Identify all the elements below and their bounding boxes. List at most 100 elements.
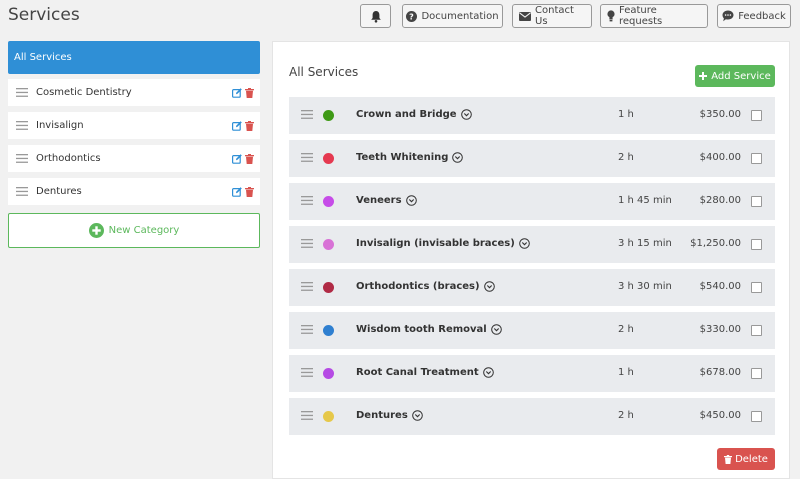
- category-item[interactable]: Cosmetic Dentistry: [8, 79, 260, 106]
- drag-handle-icon[interactable]: [16, 88, 28, 97]
- service-row[interactable]: Invisalign (invisable braces) 3 h 15 min $…: [289, 226, 775, 263]
- service-checkbox[interactable]: [751, 368, 762, 379]
- new-category-button[interactable]: New Category: [8, 213, 260, 248]
- notifications-button[interactable]: [360, 4, 391, 28]
- add-service-label: Add Service: [711, 70, 771, 82]
- delete-button[interactable]: Delete: [717, 448, 775, 470]
- trash-icon[interactable]: [245, 120, 254, 131]
- edit-icon[interactable]: [232, 120, 242, 131]
- documentation-label: Documentation: [421, 10, 499, 22]
- service-row[interactable]: Root Canal Treatment 1 h $678.00: [289, 355, 775, 392]
- question-circle-icon: ?: [406, 10, 418, 22]
- service-name[interactable]: Teeth Whitening: [356, 152, 464, 163]
- service-name[interactable]: Wisdom tooth Removal: [356, 324, 502, 335]
- contact-us-button[interactable]: Contact Us: [512, 4, 592, 28]
- service-price: $280.00: [699, 195, 741, 206]
- service-checkbox[interactable]: [751, 110, 762, 121]
- service-checkbox[interactable]: [751, 282, 762, 293]
- trash-icon[interactable]: [245, 153, 254, 164]
- service-row[interactable]: Orthodontics (braces) 3 h 30 min $540.00: [289, 269, 775, 306]
- service-price: $1,250.00: [690, 238, 741, 249]
- service-name-label: Veneers: [356, 195, 402, 206]
- edit-icon[interactable]: [232, 87, 242, 98]
- edit-icon[interactable]: [232, 153, 242, 164]
- category-item[interactable]: Dentures: [8, 178, 260, 205]
- drag-handle-icon[interactable]: [16, 187, 28, 196]
- drag-handle-icon[interactable]: [301, 368, 313, 377]
- drag-handle-icon[interactable]: [301, 153, 313, 162]
- service-row[interactable]: Teeth Whitening 2 h $400.00: [289, 140, 775, 177]
- add-service-button[interactable]: Add Service: [695, 65, 775, 87]
- category-label: Cosmetic Dentistry: [36, 87, 132, 98]
- service-checkbox[interactable]: [751, 239, 762, 250]
- service-duration: 2 h: [618, 324, 634, 335]
- drag-handle-icon[interactable]: [301, 196, 313, 205]
- service-row[interactable]: Veneers 1 h 45 min $280.00: [289, 183, 775, 220]
- service-name-label: Wisdom tooth Removal: [356, 324, 487, 335]
- chevron-down-circle-icon[interactable]: [490, 324, 502, 335]
- drag-handle-icon[interactable]: [301, 325, 313, 334]
- category-label: Dentures: [36, 186, 82, 197]
- comment-icon: [722, 10, 734, 22]
- category-list: Cosmetic Dentistry Invisalign Orthodontics…: [8, 79, 260, 205]
- service-color-dot: [323, 411, 334, 422]
- service-name-label: Teeth Whitening: [356, 152, 449, 163]
- service-name[interactable]: Veneers: [356, 195, 417, 206]
- service-checkbox[interactable]: [751, 153, 762, 164]
- documentation-button[interactable]: ? Documentation: [402, 4, 503, 28]
- service-row[interactable]: Wisdom tooth Removal 2 h $330.00: [289, 312, 775, 349]
- services-panel-title: All Services: [289, 65, 359, 79]
- category-all-label: All Services: [14, 52, 72, 63]
- chevron-down-circle-icon[interactable]: [482, 367, 494, 378]
- category-item[interactable]: Invisalign: [8, 112, 260, 139]
- service-name[interactable]: Root Canal Treatment: [356, 367, 494, 378]
- drag-handle-icon[interactable]: [16, 154, 28, 163]
- service-name[interactable]: Invisalign (invisable braces): [356, 238, 530, 249]
- drag-handle-icon[interactable]: [301, 110, 313, 119]
- service-color-dot: [323, 239, 334, 250]
- service-price: $350.00: [699, 109, 741, 120]
- service-checkbox[interactable]: [751, 196, 762, 207]
- service-duration: 3 h 30 min: [618, 281, 672, 292]
- service-checkbox[interactable]: [751, 411, 762, 422]
- service-checkbox[interactable]: [751, 325, 762, 336]
- service-name[interactable]: Dentures: [356, 410, 423, 421]
- service-name[interactable]: Orthodontics (braces): [356, 281, 495, 292]
- envelope-icon: [519, 11, 531, 21]
- drag-handle-icon[interactable]: [301, 239, 313, 248]
- service-price: $330.00: [699, 324, 741, 335]
- service-duration: 1 h: [618, 109, 634, 120]
- bell-icon: [370, 10, 382, 23]
- service-row[interactable]: Dentures 2 h $450.00: [289, 398, 775, 435]
- trash-icon[interactable]: [245, 87, 254, 98]
- service-price: $678.00: [699, 367, 741, 378]
- drag-handle-icon[interactable]: [301, 282, 313, 291]
- chevron-down-circle-icon[interactable]: [405, 195, 417, 206]
- chevron-down-circle-icon[interactable]: [460, 109, 472, 120]
- service-name-label: Root Canal Treatment: [356, 367, 479, 378]
- feature-requests-button[interactable]: Feature requests: [600, 4, 708, 28]
- lightbulb-icon: [607, 10, 615, 22]
- drag-handle-icon[interactable]: [16, 121, 28, 130]
- service-name-label: Crown and Bridge: [356, 109, 457, 120]
- service-color-dot: [323, 282, 334, 293]
- chevron-down-circle-icon[interactable]: [518, 238, 530, 249]
- edit-icon[interactable]: [232, 186, 242, 197]
- category-label: Orthodontics: [36, 153, 101, 164]
- service-duration: 1 h 45 min: [618, 195, 672, 206]
- feedback-button[interactable]: Feedback: [717, 4, 791, 28]
- page-title: Services: [8, 5, 80, 25]
- chevron-down-circle-icon[interactable]: [452, 152, 464, 163]
- drag-handle-icon[interactable]: [301, 411, 313, 420]
- service-name[interactable]: Crown and Bridge: [356, 109, 472, 120]
- trash-icon[interactable]: [245, 186, 254, 197]
- category-all-services[interactable]: All Services: [8, 41, 260, 74]
- service-row[interactable]: Crown and Bridge 1 h $350.00: [289, 97, 775, 134]
- chevron-down-circle-icon[interactable]: [411, 410, 423, 421]
- category-item[interactable]: Orthodontics: [8, 145, 260, 172]
- feedback-label: Feedback: [738, 10, 786, 22]
- service-color-dot: [323, 196, 334, 207]
- service-color-dot: [323, 153, 334, 164]
- chevron-down-circle-icon[interactable]: [483, 281, 495, 292]
- service-color-dot: [323, 368, 334, 379]
